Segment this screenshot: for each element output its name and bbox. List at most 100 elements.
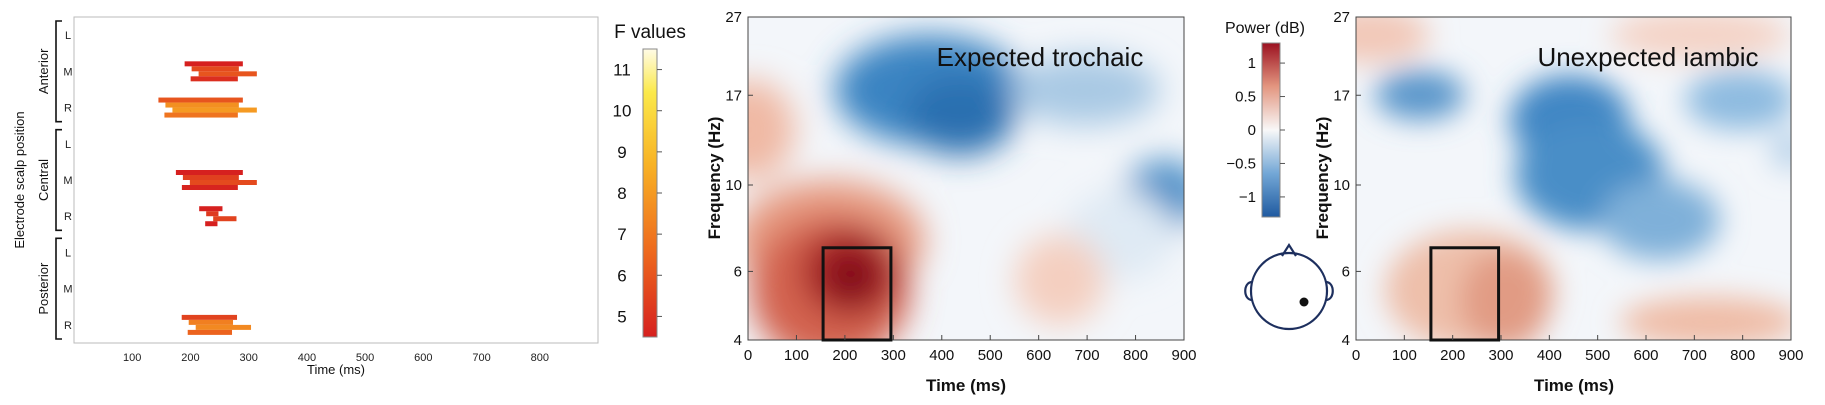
y-tick-label: 6 [1342, 263, 1350, 280]
row-label: M [63, 175, 72, 187]
cluster-strip [184, 61, 243, 67]
x-tick-label: 200 [832, 347, 857, 364]
f-colorbar-tick-label: 7 [617, 225, 626, 244]
raster-x-ticks: 100 200 300 400 500 600 700 800 [123, 352, 549, 364]
cluster-anterior-m [184, 61, 257, 82]
f-colorbar-tick-label: 11 [613, 61, 631, 80]
cluster-strip [191, 66, 239, 72]
f-colorbar-label: F values [614, 22, 686, 43]
f-colorbar-gradient [642, 48, 658, 338]
expected-x-ticks: 0 100 200 300 400 500 600 700 800 900 [744, 335, 1197, 364]
expected-x-axis-label: Time (ms) [926, 376, 1006, 395]
power-colorbar-gradient [1261, 42, 1281, 218]
f-colorbar-tick-label: 5 [617, 307, 626, 326]
expected-heatmap-image [748, 17, 1184, 340]
f-raster-panel: 100 200 300 400 500 600 700 800 Time (ms) Elect… [12, 16, 599, 377]
raster-x-tick-label: 100 [123, 352, 141, 364]
raster-group-brackets: Anterior L M R Central L M R Posterior L M R [36, 20, 73, 340]
raster-x-axis-label: Time (ms) [307, 362, 365, 377]
cluster-anterior-r [158, 97, 257, 118]
unexpected-highlight-box [1429, 246, 1501, 342]
power-colorbar-ticks: 1 0.5 0 −0.5 −1 [1226, 55, 1285, 206]
cluster-strip [190, 76, 238, 82]
x-tick-label: 900 [1778, 347, 1803, 364]
x-tick-label: 600 [1633, 347, 1658, 364]
x-tick-label: 0 [1352, 347, 1360, 364]
x-tick-label: 300 [881, 347, 906, 364]
group-bracket [55, 20, 62, 123]
unexpected-plot-frame [1355, 16, 1792, 341]
cluster-strip [181, 314, 238, 320]
power-colorbar-tick-label: 0 [1248, 122, 1256, 139]
expected-title: Expected trochaic [937, 42, 1144, 72]
y-tick-label: 10 [1333, 177, 1350, 194]
group-bracket [55, 128, 62, 232]
head-right-ear [1325, 280, 1334, 302]
unexpected-x-ticks: 0 100 200 300 400 500 600 700 800 900 [1352, 335, 1804, 364]
head-left-ear [1244, 280, 1253, 302]
cluster-strip [187, 329, 233, 335]
x-tick-label: 600 [1026, 347, 1051, 364]
expected-y-axis-label: Frequency (Hz) [705, 117, 724, 240]
cluster-strip [158, 97, 243, 103]
power-colorbar-label: Power (dB) [1225, 20, 1305, 37]
x-tick-label: 700 [1682, 347, 1707, 364]
cluster-strip [165, 102, 239, 108]
x-tick-label: 200 [1440, 347, 1465, 364]
row-label: L [65, 247, 71, 259]
unexpected-y-axis-label: Frequency (Hz) [1313, 117, 1332, 240]
x-tick-label: 900 [1171, 347, 1196, 364]
cluster-strip [182, 175, 239, 180]
row-label: L [65, 30, 71, 42]
power-colorbar-tick-label: −1 [1239, 189, 1256, 206]
cluster-strip [189, 180, 257, 185]
x-tick-label: 800 [1730, 347, 1755, 364]
x-tick-label: 300 [1488, 347, 1513, 364]
cluster-strip [198, 71, 257, 77]
electrode-dot [1299, 297, 1309, 307]
cluster-strip [195, 324, 252, 330]
f-colorbar-ticks: 5 6 7 8 9 10 11 [613, 61, 662, 326]
head-electrode-icon [1244, 242, 1334, 331]
x-tick-label: 400 [1537, 347, 1562, 364]
raster-x-tick-label: 200 [181, 352, 199, 364]
x-tick-label: 800 [1123, 347, 1148, 364]
y-tick-label: 17 [725, 87, 742, 104]
power-colorbar-tick-label: 1 [1248, 55, 1256, 72]
cluster-strip [164, 112, 238, 118]
unexpected-heatmap-image [1356, 17, 1791, 340]
power-colorbar-tick-label: 0.5 [1235, 89, 1256, 106]
group-bracket [55, 237, 62, 340]
row-label: R [64, 103, 72, 115]
cluster-strip [188, 319, 234, 325]
raster-x-tick-label: 700 [472, 352, 490, 364]
y-tick-label: 6 [734, 263, 742, 280]
f-colorbar-tick-label: 10 [613, 102, 632, 121]
row-label: L [65, 139, 71, 151]
row-label: M [63, 66, 72, 78]
x-tick-label: 100 [784, 347, 809, 364]
f-raster-plot-area [73, 16, 599, 344]
cluster-strip [205, 221, 218, 227]
y-tick-label: 27 [1333, 9, 1350, 26]
x-tick-label: 700 [1075, 347, 1100, 364]
unexpected-y-ticks: 4 6 10 17 27 [1333, 9, 1361, 349]
y-tick-label: 4 [1342, 332, 1350, 349]
cluster-strip [181, 185, 238, 190]
group-label: Posterior [36, 262, 51, 315]
unexpected-x-axis-label: Time (ms) [1534, 376, 1614, 395]
expected-trochaic-panel: Expected trochaic 0 100 200 300 400 500 600 700… [705, 9, 1197, 395]
x-tick-label: 500 [978, 347, 1003, 364]
row-label: R [64, 211, 72, 223]
cluster-central-r [199, 206, 237, 227]
raster-x-tick-label: 600 [414, 352, 432, 364]
cluster-strip [175, 170, 243, 175]
raster-x-tick-label: 300 [239, 352, 257, 364]
f-colorbar-tick-label: 9 [617, 143, 626, 162]
raster-x-tick-label: 500 [356, 352, 374, 364]
cluster-strip [172, 107, 257, 113]
raster-x-tick-label: 800 [531, 352, 549, 364]
x-tick-label: 0 [744, 347, 752, 364]
row-label: R [64, 320, 72, 332]
